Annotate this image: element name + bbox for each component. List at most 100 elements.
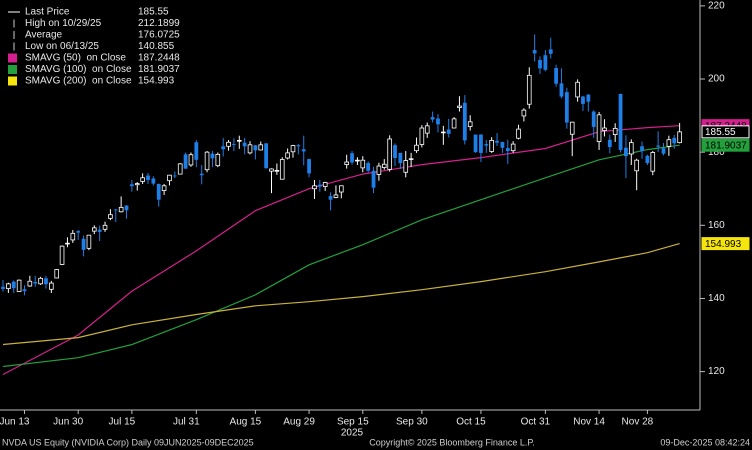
candle-body (581, 96, 585, 104)
value-flag (701, 138, 750, 152)
x-tick-label: Sep 15 (337, 417, 369, 428)
candle-body (317, 184, 322, 187)
candle-body (436, 118, 440, 125)
candle-body (628, 142, 634, 155)
candle-body (489, 140, 494, 152)
candle-body (65, 242, 70, 245)
candle-body (645, 155, 650, 164)
candle-body (54, 269, 59, 279)
candle-body (333, 194, 339, 198)
candle-body (290, 145, 296, 153)
candle-body (236, 140, 242, 142)
candle-body (656, 145, 661, 147)
footer-left: NVDA US Equity (NVIDIA Corp) Daily 09JUN… (2, 437, 254, 447)
candle-body (569, 121, 575, 135)
candle-body (307, 159, 311, 174)
candle-body (376, 165, 382, 175)
x-tick-label: Jul 31 (173, 417, 200, 428)
y-tick-label: 200 (708, 74, 725, 85)
candle-body (161, 185, 167, 191)
legend-swatch (8, 76, 17, 86)
candle-body (38, 277, 43, 285)
value-flag-label: 181.9037 (705, 140, 747, 151)
x-tick-label: Jun 13 (0, 417, 30, 428)
candle-body (526, 74, 532, 105)
candle-body (301, 149, 306, 152)
candle-body (360, 159, 366, 169)
candle-body (419, 127, 425, 145)
candle-body (188, 154, 194, 166)
y-tick-label: 220 (708, 0, 725, 11)
candle-body (156, 183, 161, 200)
candle-body (532, 50, 537, 54)
candle-body (172, 175, 177, 177)
candle-body (387, 138, 392, 170)
ma-line (2, 125, 680, 376)
candle-body (204, 151, 210, 171)
candle-body (607, 139, 612, 148)
candle-body (398, 152, 403, 164)
candle-body (146, 175, 150, 180)
candle-body (650, 152, 656, 172)
legend-label: SMAVG (100) on Close (25, 64, 132, 75)
candle-body (44, 278, 48, 285)
candle-body (602, 127, 607, 131)
candle-body (462, 102, 467, 141)
legend: Last Price 185.55 High on 10/29/25 212.1899… (0, 2, 180, 88)
candle-body (596, 114, 602, 142)
footer-center: Copyright© 2025 Bloomberg Finance L.P. (369, 437, 535, 447)
candle-body (414, 144, 419, 152)
x-tick-label: Oct 15 (456, 417, 486, 428)
candle-body (11, 281, 16, 289)
candle-body (591, 111, 596, 127)
candle-body (16, 279, 22, 292)
candle-body (76, 231, 81, 233)
candle-body (618, 93, 623, 150)
candle-body (91, 227, 97, 232)
candle-body (516, 128, 521, 139)
ma-line (2, 243, 680, 346)
candle-body (258, 144, 264, 151)
candle-body (167, 174, 172, 182)
legend-value: 140.855 (138, 41, 175, 52)
candle-body (451, 118, 457, 129)
x-tick-label: Jun 30 (53, 417, 83, 428)
candle-body (108, 214, 113, 219)
candle-body (446, 129, 451, 134)
candle-body (564, 92, 569, 123)
candle-body (467, 121, 473, 127)
candle-body (253, 145, 258, 151)
candle-body (296, 145, 301, 147)
x-year-label: 2025 (341, 428, 364, 439)
x-tick-label: Jul 15 (109, 417, 136, 428)
candle-body (134, 183, 140, 186)
ma-line (2, 144, 680, 368)
candle-body (339, 185, 344, 193)
legend-value: 176.0725 (138, 30, 180, 41)
candle-body (6, 283, 11, 289)
candle-body (640, 146, 644, 152)
candle-body (124, 205, 129, 211)
legend-value: 181.9037 (138, 64, 180, 75)
candle-body (322, 182, 328, 187)
candle-body (505, 148, 510, 152)
candle-body (543, 55, 548, 70)
candle-body (22, 289, 27, 292)
y-tick-label: 140 (708, 293, 725, 304)
candle-body (226, 141, 231, 147)
candle-body (677, 131, 682, 144)
x-tick-label: Nov 28 (622, 417, 654, 428)
footer-right: 09-Dec-2025 08:42:24 (660, 437, 750, 447)
candle-body (81, 238, 86, 250)
legend-label: Last Price (25, 7, 70, 18)
candle-body (441, 131, 446, 134)
value-flag-label: 154.993 (705, 239, 742, 250)
candle-body (495, 140, 499, 143)
candle-body (672, 137, 677, 144)
candle-body (624, 147, 628, 157)
candle-body (151, 178, 156, 184)
candle-body (500, 141, 505, 148)
x-tick-label: Aug 15 (230, 417, 262, 428)
